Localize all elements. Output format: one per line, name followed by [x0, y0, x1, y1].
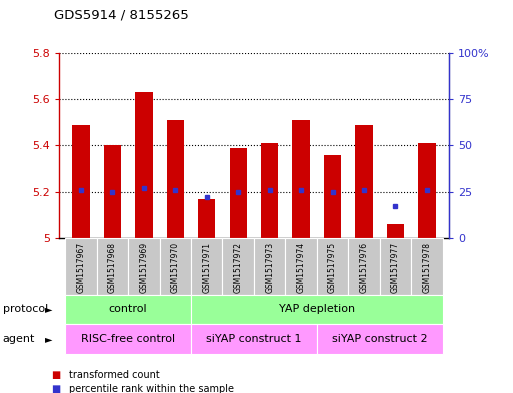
Text: GSM1517977: GSM1517977 — [391, 242, 400, 293]
Text: GSM1517976: GSM1517976 — [360, 242, 368, 293]
Text: agent: agent — [3, 334, 35, 344]
Text: GSM1517978: GSM1517978 — [422, 242, 431, 293]
Text: GSM1517975: GSM1517975 — [328, 242, 337, 293]
Text: GSM1517972: GSM1517972 — [234, 242, 243, 293]
Text: GSM1517973: GSM1517973 — [265, 242, 274, 293]
Text: siYAP construct 1: siYAP construct 1 — [206, 334, 302, 344]
Bar — [198, 198, 215, 238]
Bar — [292, 120, 310, 238]
Text: control: control — [109, 305, 147, 314]
Text: ■: ■ — [51, 384, 61, 393]
Bar — [135, 92, 152, 238]
Bar — [418, 143, 436, 238]
Text: GSM1517971: GSM1517971 — [202, 242, 211, 293]
Text: GDS5914 / 8155265: GDS5914 / 8155265 — [54, 9, 189, 22]
Bar — [356, 125, 372, 238]
Bar — [229, 148, 247, 238]
Text: percentile rank within the sample: percentile rank within the sample — [69, 384, 234, 393]
Text: ■: ■ — [51, 370, 61, 380]
Text: GSM1517968: GSM1517968 — [108, 242, 117, 293]
Bar — [387, 224, 404, 238]
Bar — [167, 120, 184, 238]
Text: GSM1517969: GSM1517969 — [140, 242, 148, 293]
Text: GSM1517974: GSM1517974 — [297, 242, 306, 293]
Text: ►: ► — [45, 334, 53, 344]
Text: protocol: protocol — [3, 305, 48, 314]
Bar — [261, 143, 278, 238]
Bar — [104, 145, 121, 238]
Bar — [324, 154, 341, 238]
Text: YAP depletion: YAP depletion — [279, 305, 355, 314]
Text: RISC-free control: RISC-free control — [81, 334, 175, 344]
Text: ►: ► — [45, 305, 53, 314]
Text: siYAP construct 2: siYAP construct 2 — [332, 334, 427, 344]
Text: GSM1517967: GSM1517967 — [76, 242, 86, 293]
Bar — [72, 125, 90, 238]
Text: transformed count: transformed count — [69, 370, 160, 380]
Text: GSM1517970: GSM1517970 — [171, 242, 180, 293]
